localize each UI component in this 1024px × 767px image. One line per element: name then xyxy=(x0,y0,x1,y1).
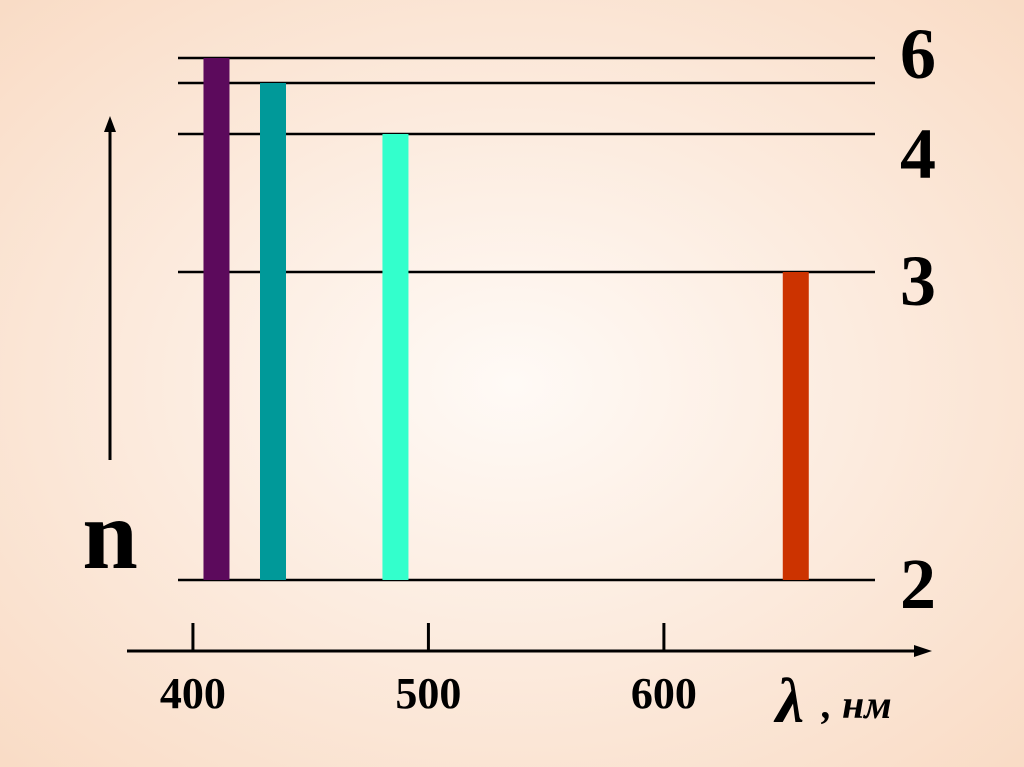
level-label: 3 xyxy=(900,241,936,321)
x-axis-head xyxy=(914,645,932,657)
x-tick-label: 600 xyxy=(631,669,697,718)
n-arrow-head xyxy=(104,116,116,132)
transition-bar xyxy=(382,134,409,580)
transition-bar xyxy=(260,83,286,580)
x-tick-label: 400 xyxy=(160,669,226,718)
n-label: n xyxy=(82,479,138,590)
transition-bar xyxy=(203,58,230,580)
lambda: λ xyxy=(773,665,804,736)
x-tick-label: 500 xyxy=(395,669,461,718)
unit: , нм xyxy=(821,682,892,727)
level-label: 2 xyxy=(900,544,936,624)
level-label: 6 xyxy=(900,14,936,94)
level-label: 4 xyxy=(900,114,936,194)
transition-bar xyxy=(782,272,809,580)
